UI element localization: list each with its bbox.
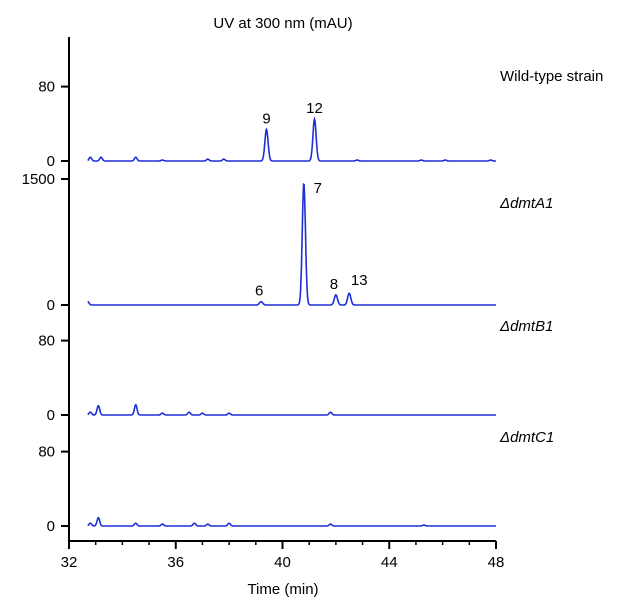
x-tick-label: 48 <box>488 554 505 571</box>
chromatogram-trace <box>87 182 496 306</box>
trace-panel: 0 80 ΔdmtB1 <box>38 318 553 424</box>
y-tick-label: 0 <box>47 407 55 424</box>
peak-label: 9 <box>262 110 270 127</box>
y-tick-label: 1500 <box>22 171 55 188</box>
trace-panel: 0 1500 6 7 8 13 ΔdmtA1 <box>22 171 554 314</box>
peak-label: 13 <box>351 272 368 289</box>
trace-panel: 0 80 ΔdmtC1 <box>38 429 554 535</box>
trace-name-label: ΔdmtC1 <box>499 429 554 446</box>
trace-panel: 0 80 9 12 Wild-type strain <box>38 68 603 170</box>
x-axis-title: Time (min) <box>247 581 318 598</box>
x-tick-label: 36 <box>167 554 184 571</box>
chromatogram-trace <box>87 116 496 162</box>
chromatogram-trace <box>87 403 496 416</box>
y-tick-label: 80 <box>38 79 55 96</box>
y-tick-label: 80 <box>38 333 55 350</box>
x-tick-label: 40 <box>274 554 291 571</box>
peak-label: 8 <box>330 276 338 293</box>
x-tick-label: 32 <box>61 554 78 571</box>
x-tick-label: 44 <box>381 554 398 571</box>
trace-name-label: ΔdmtA1 <box>499 195 553 212</box>
y-tick-label: 80 <box>38 444 55 461</box>
peak-label: 7 <box>314 180 322 197</box>
y-tick-label: 0 <box>47 518 55 535</box>
peak-label: 12 <box>306 100 323 117</box>
trace-name-label: Wild-type strain <box>500 68 603 85</box>
trace-name-label: ΔdmtB1 <box>499 318 553 335</box>
y-tick-label: 0 <box>47 297 55 314</box>
x-axis: 32 36 40 44 48 <box>61 540 505 571</box>
y-tick-label: 0 <box>47 153 55 170</box>
peak-label: 6 <box>255 283 263 300</box>
chart-title: UV at 300 nm (mAU) <box>213 15 352 32</box>
chromatogram-trace <box>87 516 496 527</box>
